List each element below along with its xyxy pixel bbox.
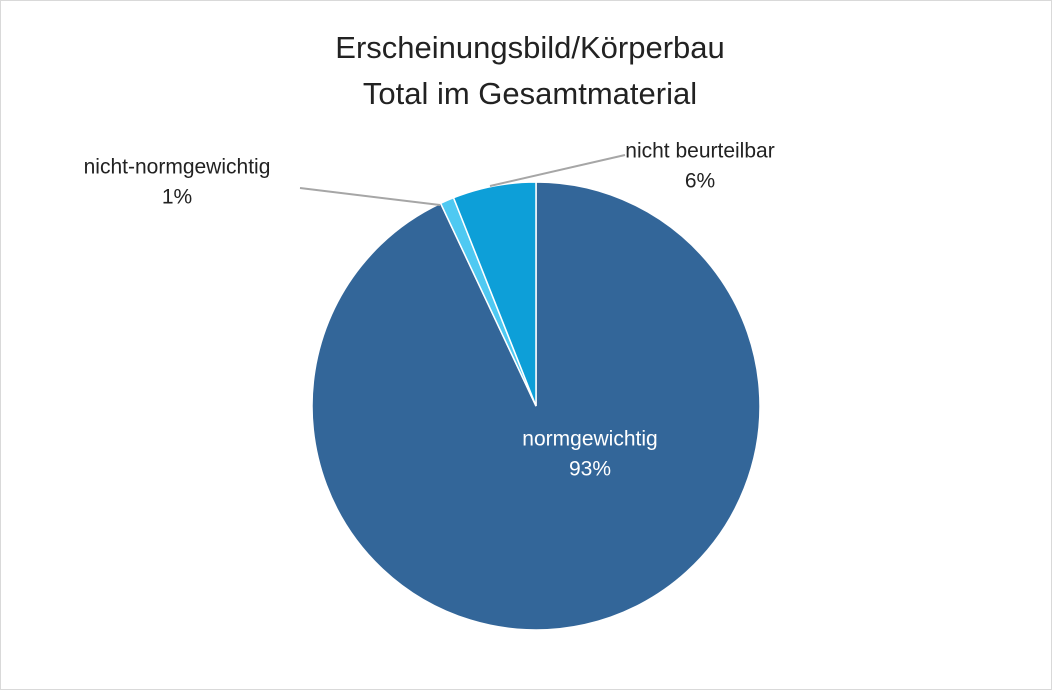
leader-line [299,187,441,206]
chart-title: Total im Gesamtmaterial [363,76,697,111]
data-label-value: 1% [162,186,192,209]
data-label-value: 6% [685,170,715,193]
data-label-name: nicht beurteilbar [625,140,774,163]
data-label-name: normgewichtig [522,428,657,451]
data-label-name: nicht-normgewichtig [84,156,271,179]
leader-line [489,154,626,187]
chart-title: Erscheinungsbild/Körperbau [335,30,724,65]
data-label-value: 93% [569,458,611,481]
